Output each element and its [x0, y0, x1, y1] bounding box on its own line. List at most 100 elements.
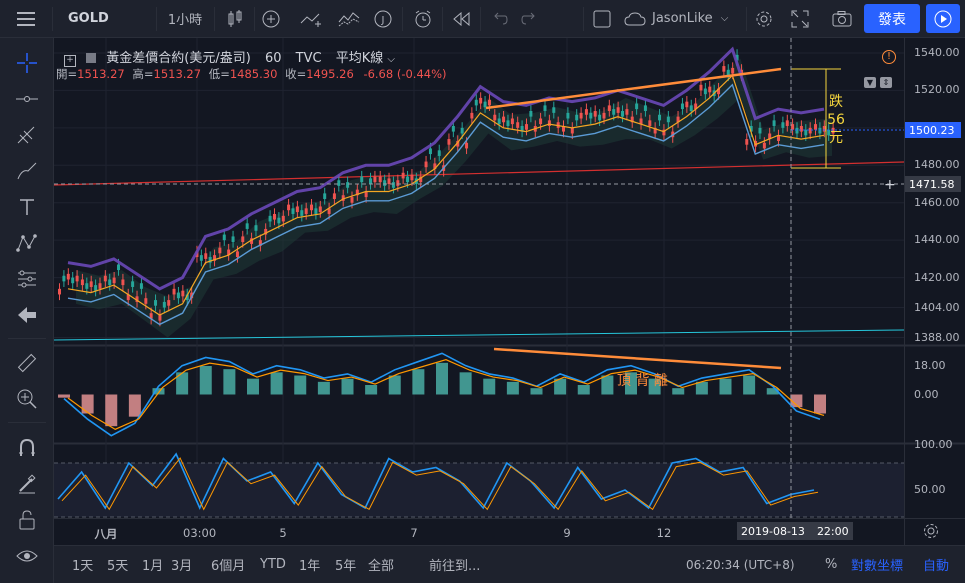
- macd-histogram-bar: [341, 378, 354, 395]
- indicators-icon[interactable]: [334, 0, 364, 37]
- magnet-icon[interactable]: [0, 433, 54, 463]
- maximize-pane-icon[interactable]: ⇕: [880, 77, 892, 88]
- arrow-left-icon[interactable]: [0, 300, 54, 330]
- candle: [364, 191, 368, 198]
- range-button[interactable]: 3月: [171, 559, 193, 574]
- candle: [227, 249, 231, 256]
- chart-legend: + 黃金差價合約(美元/盎司) 60 TVC 平均K線 ⌵: [64, 47, 395, 67]
- macd-pane: [58, 347, 826, 437]
- divergence-annotation[interactable]: 頂 背 離: [617, 373, 668, 389]
- candle: [387, 178, 391, 185]
- collapse-pane-icon[interactable]: ▼: [864, 77, 876, 88]
- percent-toggle[interactable]: %: [825, 546, 837, 583]
- range-button[interactable]: 6個月: [211, 559, 246, 574]
- auto-scale-toggle[interactable]: 自動: [923, 546, 949, 583]
- candle: [419, 176, 423, 183]
- eye-icon[interactable]: [0, 541, 54, 571]
- range-button[interactable]: YTD: [260, 557, 286, 572]
- text-tool-icon[interactable]: [0, 192, 54, 222]
- candle: [310, 204, 313, 211]
- settings-gear-icon[interactable]: [750, 0, 778, 37]
- range-button[interactable]: 全部: [368, 559, 395, 574]
- candle: [818, 127, 822, 134]
- long-term-trendline: [54, 329, 905, 341]
- candle: [144, 298, 148, 304]
- undo-icon[interactable]: [485, 0, 513, 37]
- zoom-in-icon[interactable]: [0, 384, 54, 414]
- compare-icon[interactable]: [296, 0, 326, 37]
- brush-icon[interactable]: [0, 156, 54, 186]
- add-indicator-icon[interactable]: [257, 0, 285, 37]
- collapse-icon[interactable]: +: [64, 55, 76, 67]
- macd-tick-label: 0.00: [914, 387, 939, 401]
- macd-signal-line: [67, 359, 825, 431]
- candle: [831, 127, 835, 134]
- crosshair-icon[interactable]: [0, 48, 54, 78]
- macd-histogram-bar: [601, 375, 614, 395]
- percent-label: %: [825, 557, 838, 572]
- candle: [176, 292, 180, 299]
- keep-drawing-icon[interactable]: [0, 469, 54, 499]
- candle-style-icon[interactable]: [220, 0, 250, 37]
- fullscreen-icon[interactable]: [786, 0, 814, 37]
- range-button[interactable]: 5年: [335, 559, 357, 574]
- candle: [749, 125, 753, 132]
- interval-button[interactable]: 1小時: [160, 0, 210, 37]
- instrument-title[interactable]: 黃金差價合約(美元/盎司): [106, 51, 251, 66]
- layout-icon[interactable]: [588, 0, 616, 37]
- candle: [579, 112, 583, 119]
- macd-histogram-bar: [176, 372, 189, 395]
- clock[interactable]: 06:20:34 (UTC+8): [686, 546, 795, 583]
- candle: [547, 120, 551, 126]
- candle: [735, 54, 739, 61]
- candle: [584, 109, 588, 115]
- candle: [254, 225, 258, 231]
- alert-icon[interactable]: [408, 0, 438, 37]
- settings-gear-icon[interactable]: [922, 522, 942, 542]
- range-button[interactable]: 1天: [72, 559, 94, 574]
- warning-icon[interactable]: !: [882, 50, 896, 64]
- resistance-line: [54, 161, 905, 186]
- camera-icon[interactable]: [828, 0, 856, 37]
- log-scale-toggle[interactable]: 對數坐標: [851, 546, 903, 583]
- chart-area[interactable]: + 黃金差價合約(美元/盎司) 60 TVC 平均K線 ⌵ 開=1513.27 …: [54, 38, 965, 545]
- candle: [639, 118, 643, 125]
- pattern-tool-icon[interactable]: [0, 228, 54, 258]
- trend-tools-icon[interactable]: [0, 120, 54, 150]
- candle: [483, 101, 487, 108]
- goto-date-button[interactable]: 前往到...: [429, 546, 480, 583]
- candle: [607, 105, 611, 112]
- range-button[interactable]: 1年: [299, 559, 321, 574]
- drop-annotation[interactable]: 跌 56 元: [826, 93, 846, 147]
- symbol-search-button[interactable]: GOLD: [58, 0, 138, 37]
- publish-button[interactable]: 發表: [864, 4, 920, 33]
- menu-icon[interactable]: [6, 0, 46, 37]
- range-button[interactable]: 5天: [107, 559, 129, 574]
- save-layout-button[interactable]: JasonLike ⌵: [624, 0, 744, 37]
- chevron-down-icon[interactable]: ⌵: [387, 54, 395, 65]
- candle: [648, 120, 652, 126]
- candle: [722, 66, 726, 72]
- prediction-tool-icon[interactable]: [0, 264, 54, 294]
- range-button[interactable]: 1月: [142, 559, 164, 574]
- macd-histogram-bar: [672, 388, 685, 395]
- lock-icon[interactable]: [0, 505, 54, 535]
- candle: [131, 281, 135, 287]
- templates-icon[interactable]: J: [368, 0, 398, 37]
- play-icon[interactable]: [926, 4, 960, 33]
- chart-canvas[interactable]: [54, 38, 965, 545]
- divergence-trendline: [485, 67, 782, 110]
- candle: [658, 114, 662, 121]
- replay-icon[interactable]: [448, 0, 476, 37]
- candle: [827, 129, 831, 136]
- auto-label: 自動: [923, 559, 950, 574]
- candle: [424, 161, 428, 168]
- horizontal-line-icon[interactable]: [0, 84, 54, 114]
- time-tick-label: 7: [410, 526, 418, 540]
- candle: [158, 315, 162, 321]
- plus-icon[interactable]: +: [884, 177, 896, 193]
- log-label: 對數坐標: [851, 559, 904, 574]
- redo-icon[interactable]: [516, 0, 544, 37]
- ruler-icon[interactable]: [0, 348, 54, 378]
- candle: [566, 112, 570, 119]
